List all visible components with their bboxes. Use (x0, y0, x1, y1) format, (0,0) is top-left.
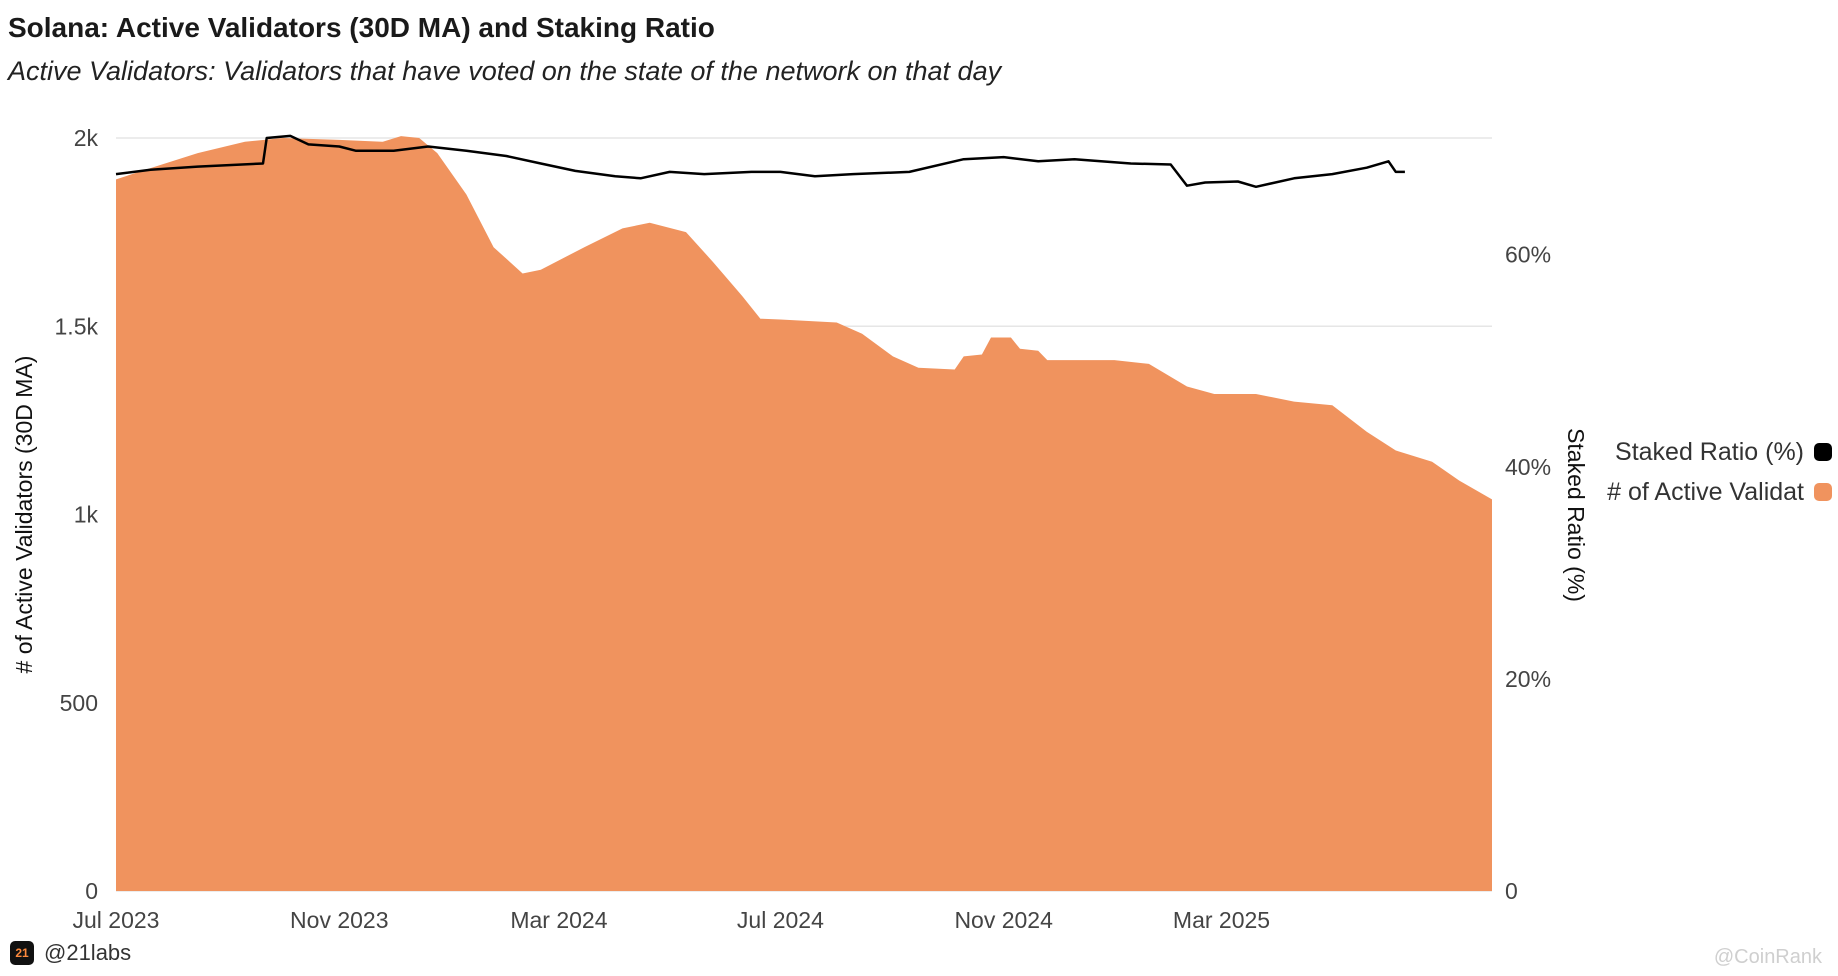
x-tick-label: Jul 2023 (73, 907, 160, 933)
y-right-tick-label: 40% (1505, 454, 1551, 480)
legend-label: # of Active Validat (1607, 477, 1804, 506)
validators-area (116, 136, 1492, 892)
y-right-tick-label: 0 (1505, 878, 1518, 904)
legend-item-staked-ratio[interactable]: Staked Ratio (%) (1572, 432, 1832, 472)
y-right-tick-label: 60% (1505, 242, 1551, 268)
chart-subtitle: Active Validators: Validators that have … (8, 56, 1002, 86)
legend-swatch (1814, 443, 1832, 461)
chart-title: Solana: Active Validators (30D MA) and S… (8, 12, 715, 43)
y-left-tick-label: 500 (60, 690, 98, 716)
x-tick-label: Nov 2023 (290, 907, 388, 933)
footer: 21 @21labs (10, 940, 131, 966)
staked-ratio-line (115, 134, 1405, 189)
y-left-tick-label: 1.5k (55, 313, 99, 339)
y-left-tick-label: 2k (74, 125, 99, 151)
x-tick-label: Jul 2024 (737, 907, 824, 933)
y-right-tick-label: 20% (1505, 666, 1551, 692)
legend-swatch (1814, 483, 1832, 501)
legend: Staked Ratio (%) # of Active Validat (1572, 432, 1832, 512)
x-tick-label: Mar 2025 (1173, 907, 1270, 933)
y-right-axis-title: Staked Ratio (%) (1563, 428, 1589, 602)
legend-item-active-validators[interactable]: # of Active Validat (1572, 472, 1832, 512)
y-left-tick-label: 1k (74, 502, 99, 528)
legend-label: Staked Ratio (%) (1615, 437, 1804, 466)
y-left-tick-label: 0 (85, 878, 98, 904)
footer-handle[interactable]: @21labs (44, 940, 132, 965)
y-left-axis-title: # of Active Validators (30D MA) (11, 356, 37, 674)
21labs-logo-icon: 21 (10, 941, 34, 965)
x-tick-label: Nov 2024 (954, 907, 1053, 933)
watermark: @CoinRank (1713, 946, 1822, 968)
x-tick-label: Mar 2024 (510, 907, 607, 933)
